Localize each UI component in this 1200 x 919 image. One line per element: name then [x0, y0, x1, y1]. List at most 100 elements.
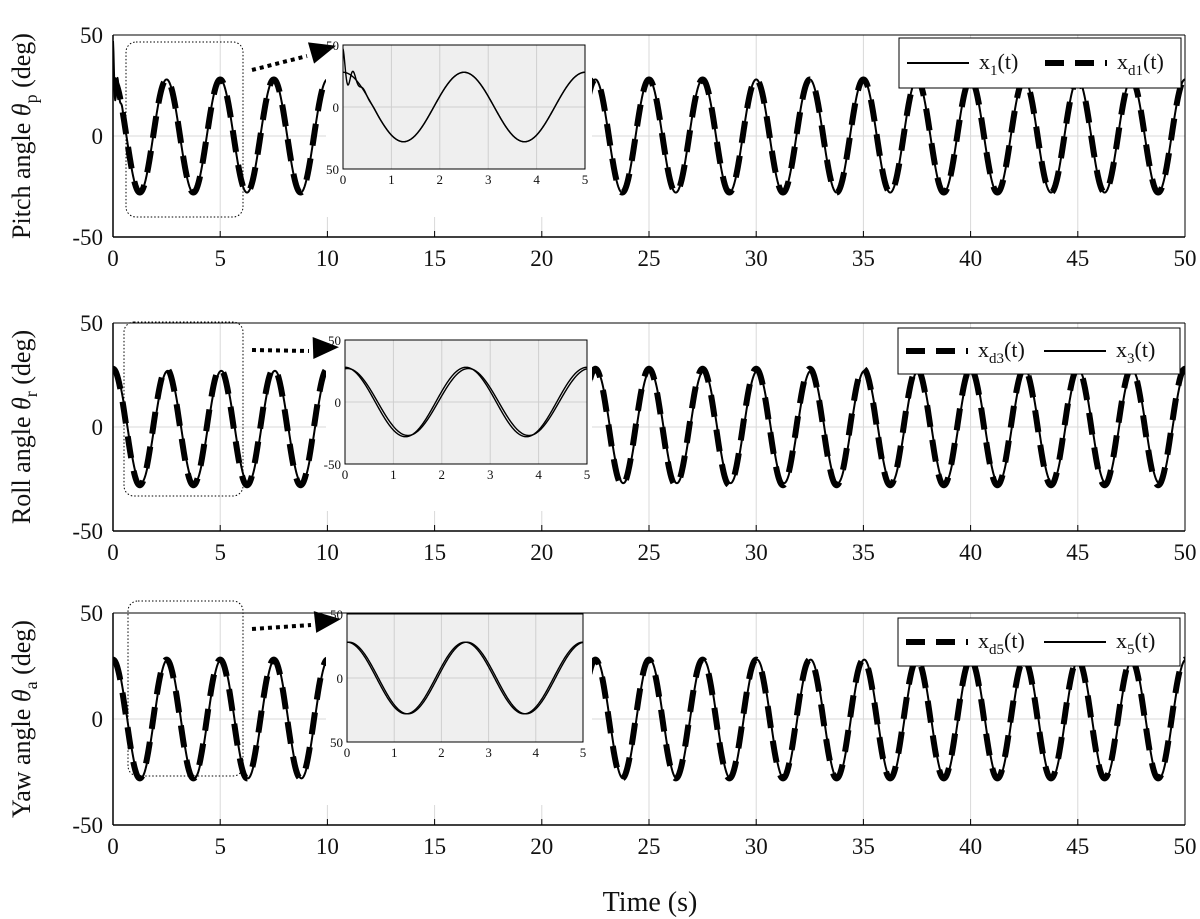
legend-label-2: x3(t): [1116, 337, 1155, 367]
y-label-unit: (deg): [7, 33, 36, 94]
legend-label-1: xd5(t): [978, 628, 1025, 658]
y-label-prefix: Yaw angle: [7, 702, 36, 818]
inset-series-line-xd3(t): [345, 366, 587, 438]
inset-y-tick-label: -50: [324, 457, 341, 472]
y-label-symbol: θ: [7, 689, 36, 702]
y-tick-label: -50: [72, 519, 103, 544]
x-tick-label: 15: [423, 540, 446, 565]
x-tick-label: 10: [316, 834, 339, 859]
inset-x-tick-label: 5: [582, 172, 589, 187]
inset-y-tick-label: 50: [326, 162, 339, 177]
x-tick-label: 40: [959, 834, 982, 859]
inset-y-tick-label: 50: [328, 333, 341, 348]
inset-x-tick-label: 2: [437, 172, 444, 187]
y-tick-label: -50: [72, 813, 103, 838]
inset-x-tick-label: 3: [485, 745, 492, 760]
inset-series: [345, 366, 587, 438]
x-tick-label: 5: [214, 834, 226, 859]
inset-y-tick-label: 50: [330, 607, 343, 622]
y-tick-label: 0: [92, 124, 104, 149]
legend: xd3(t) x3(t): [897, 327, 1181, 375]
x-tick-label: 5: [214, 246, 226, 271]
series-group: [113, 365, 1185, 489]
y-label-subscript: a: [21, 681, 41, 689]
x-axis-label: Time (s): [603, 887, 698, 918]
series-line-x5(t): [113, 658, 1185, 780]
x-tick-label: 35: [852, 540, 875, 565]
y-label-prefix: Roll angle: [7, 410, 36, 524]
inset-y-tick-label: 50: [326, 38, 339, 53]
inset-x-tick-label: 1: [388, 172, 395, 187]
legend-label-1: x1(t): [979, 49, 1018, 79]
inset-series: [347, 641, 583, 715]
y-tick-label: 0: [92, 707, 104, 732]
inset-frame: [346, 613, 584, 743]
x-tick-label: 35: [852, 834, 875, 859]
x-tick-label: 40: [959, 540, 982, 565]
x-tick-label: 0: [107, 540, 119, 565]
inset-x-tick-label: 1: [390, 467, 397, 482]
x-tick-label: 30: [745, 834, 768, 859]
inset-series-line-xd1(t): [343, 71, 585, 143]
x-tick-label: 15: [423, 246, 446, 271]
x-tick-label: 35: [852, 246, 875, 271]
zoom-region-box: [127, 600, 244, 777]
inset-frame: [344, 339, 588, 465]
zoom-arrow-line: [251, 54, 308, 72]
y-tick-label: 50: [80, 311, 103, 336]
y-tick-label: 0: [92, 415, 104, 440]
x-tick-label: 20: [530, 834, 553, 859]
zoom-arrow-line: [251, 623, 312, 631]
y-tick-label: -50: [72, 225, 103, 250]
x-tick-label: 45: [1066, 834, 1089, 859]
x-tick-label: 0: [107, 246, 119, 271]
y-label-subscript: p: [21, 94, 41, 103]
inset-y-tick-label: 0: [333, 100, 340, 115]
y-axis-label: Pitch angle θp (deg): [7, 33, 41, 239]
x-tick-label: 45: [1066, 540, 1089, 565]
x-tick-label: 40: [959, 246, 982, 271]
x-tick-label: 30: [745, 540, 768, 565]
x-tick-label: 25: [638, 246, 661, 271]
inset-x-tick-label: 3: [487, 467, 494, 482]
inset-x-tick-label: 1: [391, 745, 398, 760]
zoom-region-box: [123, 321, 244, 497]
inset-x-tick-label: 3: [485, 172, 492, 187]
x-tick-label: 50: [1174, 246, 1197, 271]
legend: x1(t) xd1(t): [898, 37, 1182, 89]
x-tick-label: 25: [638, 834, 661, 859]
y-axis-label: Yaw angle θa (deg): [7, 620, 41, 818]
series-group: [113, 656, 1185, 782]
zoom-arrow-line: [251, 348, 310, 353]
inset-y-tick-label: 0: [337, 671, 344, 686]
inset-x-tick-label: 2: [438, 745, 445, 760]
x-tick-label: 30: [745, 246, 768, 271]
legend-label-1: xd3(t): [978, 337, 1025, 367]
inset-x-tick-label: 0: [340, 172, 347, 187]
zoom-region-box: [125, 41, 244, 218]
inset-frame: [342, 44, 586, 170]
zoom-arrow-head: [312, 337, 339, 359]
zoom-arrow-head: [313, 611, 341, 633]
series-line-x3(t): [113, 369, 1185, 485]
y-label-subscript: r: [21, 391, 41, 397]
inset-x-tick-label: 4: [533, 745, 540, 760]
x-tick-label: 20: [530, 246, 553, 271]
zoom-arrow-head: [307, 42, 336, 64]
x-tick-label: 5: [214, 540, 226, 565]
inset-series-line-x5(t): [347, 641, 583, 715]
x-tick-label: 50: [1174, 540, 1197, 565]
series-group: [113, 41, 1185, 196]
legend-label-2: xd1(t): [1117, 49, 1164, 79]
x-tick-label: 0: [107, 834, 119, 859]
y-tick-label: 50: [80, 601, 103, 626]
x-tick-label: 15: [423, 834, 446, 859]
